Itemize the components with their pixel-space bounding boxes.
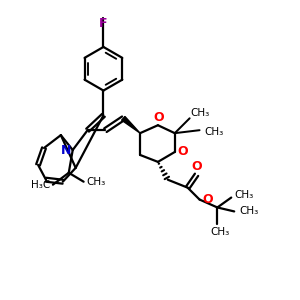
Text: O: O [202,193,213,206]
Text: CH₃: CH₃ [239,206,259,216]
Text: H₃C: H₃C [32,180,51,190]
Text: CH₃: CH₃ [190,108,209,118]
Polygon shape [122,116,140,133]
Text: CH₃: CH₃ [235,190,254,200]
Text: O: O [191,160,202,173]
Text: O: O [154,111,164,124]
Text: O: O [177,146,188,158]
Text: CH₃: CH₃ [205,127,224,137]
Text: F: F [99,17,108,30]
Text: CH₃: CH₃ [86,177,105,187]
Text: N: N [61,143,71,157]
Text: CH₃: CH₃ [211,227,230,237]
